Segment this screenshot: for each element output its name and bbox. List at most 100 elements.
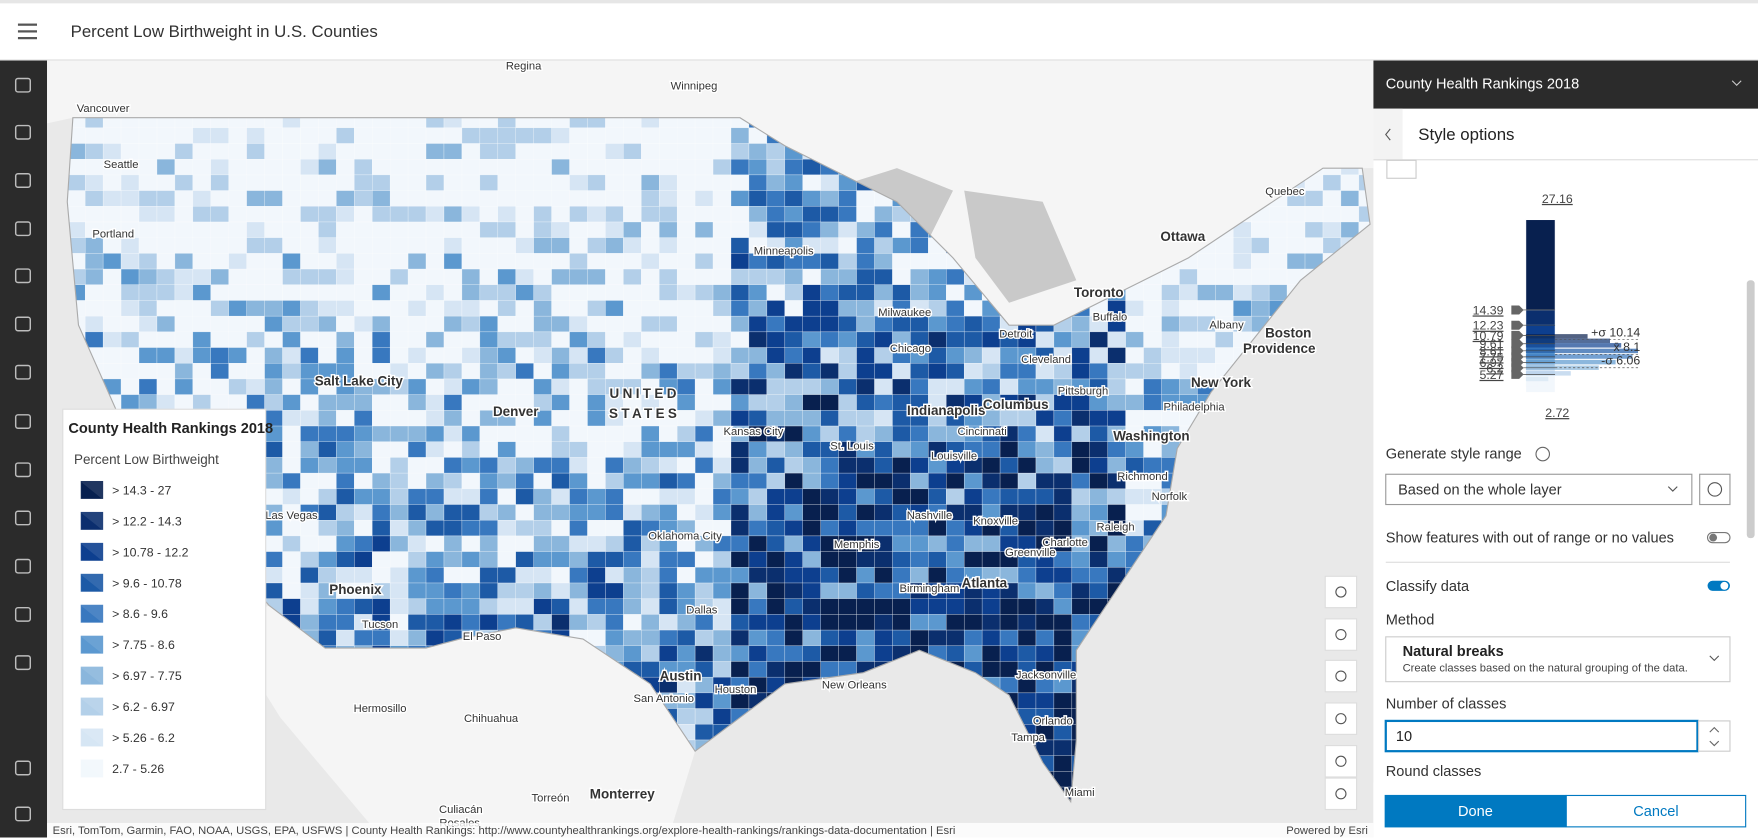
- sidebar-icon[interactable]: [14, 414, 32, 430]
- county: [246, 284, 265, 301]
- sidebar-icon[interactable]: [14, 173, 32, 188]
- back-button[interactable]: [1373, 108, 1403, 161]
- sidebar-icon[interactable]: [14, 462, 32, 478]
- county: [910, 567, 929, 584]
- county: [784, 206, 803, 223]
- county: [336, 143, 355, 160]
- county: [372, 190, 391, 207]
- cancel-button[interactable]: [1565, 794, 1747, 828]
- county: [748, 551, 768, 568]
- county: [443, 441, 463, 458]
- sidebar-icon[interactable]: [14, 316, 32, 332]
- county: [820, 629, 839, 647]
- break-handle[interactable]: [1511, 339, 1524, 349]
- method-select[interactable]: [1385, 636, 1731, 683]
- scrollbar[interactable]: [1746, 280, 1755, 539]
- county: [461, 582, 481, 599]
- county: [372, 567, 391, 584]
- county: [264, 190, 283, 207]
- county: [425, 551, 445, 568]
- flip-button[interactable]: [1386, 159, 1417, 179]
- county: [1071, 504, 1091, 521]
- county: [461, 504, 481, 521]
- county: [443, 174, 463, 191]
- county: [407, 253, 427, 270]
- sidebar-icon[interactable]: [14, 364, 32, 380]
- county: [479, 315, 499, 333]
- county: [730, 347, 750, 364]
- break-handle[interactable]: [1511, 305, 1524, 315]
- county: [1340, 206, 1360, 223]
- county: [228, 237, 247, 254]
- county: [569, 363, 588, 380]
- sidebar-icon[interactable]: [14, 268, 32, 284]
- menu-button[interactable]: [17, 23, 37, 40]
- county: [174, 158, 194, 176]
- break-handle[interactable]: [1511, 330, 1524, 340]
- county: [820, 268, 839, 286]
- county: [389, 315, 409, 333]
- county: [156, 190, 176, 207]
- classes-input[interactable]: [1384, 719, 1699, 753]
- county: [981, 472, 1001, 490]
- county: [838, 614, 857, 631]
- break-handle[interactable]: [1511, 320, 1524, 330]
- county: [156, 315, 176, 333]
- map-tool[interactable]: [1324, 575, 1358, 609]
- county: [999, 629, 1019, 647]
- city-label: Columbus: [983, 397, 1049, 412]
- stepper[interactable]: [1698, 720, 1731, 752]
- collapse-icon[interactable]: [1731, 80, 1742, 87]
- sidebar-icon[interactable]: [14, 124, 32, 140]
- county: [623, 551, 642, 568]
- county: [963, 629, 983, 647]
- county: [928, 347, 947, 364]
- map-tool[interactable]: [1324, 745, 1358, 778]
- sidebar-icon[interactable]: [14, 806, 32, 822]
- break-handle[interactable]: [1511, 369, 1524, 379]
- city-label: Houston: [715, 684, 757, 696]
- county: [981, 629, 1001, 647]
- county: [1053, 755, 1073, 772]
- county: [981, 378, 1001, 395]
- county: [820, 331, 839, 348]
- sidebar-icon[interactable]: [14, 606, 32, 622]
- county: [874, 363, 893, 380]
- sidebar-icon[interactable]: [14, 760, 32, 776]
- refresh-button[interactable]: [1699, 473, 1731, 506]
- county: [1107, 410, 1126, 427]
- county: [533, 300, 552, 317]
- sidebar-icon[interactable]: [14, 221, 32, 237]
- county: [892, 488, 911, 505]
- county: [1035, 629, 1055, 647]
- sidebar-icon[interactable]: [14, 77, 32, 93]
- county: [1089, 472, 1108, 490]
- county: [910, 598, 929, 615]
- range-select[interactable]: [1385, 473, 1693, 506]
- county: [1215, 331, 1234, 348]
- county: [533, 425, 552, 442]
- county: [928, 551, 947, 568]
- county: [300, 441, 319, 458]
- county: [318, 519, 337, 537]
- map-tool[interactable]: [1324, 702, 1358, 735]
- map-tool[interactable]: [1324, 618, 1358, 651]
- sidebar-icon[interactable]: [14, 558, 32, 574]
- county: [372, 174, 391, 191]
- county: [1197, 268, 1216, 286]
- county: [981, 363, 1001, 380]
- county: [659, 253, 678, 270]
- sidebar-icon[interactable]: [14, 510, 32, 526]
- county: [1107, 394, 1126, 411]
- county: [174, 237, 194, 254]
- county: [336, 472, 355, 490]
- map-tool[interactable]: [1324, 659, 1358, 693]
- panel-header[interactable]: [1373, 60, 1758, 109]
- county: [282, 158, 301, 176]
- county: [246, 127, 265, 144]
- done-button[interactable]: [1384, 794, 1567, 828]
- sidebar-icon[interactable]: [14, 655, 32, 671]
- info-icon[interactable]: [1535, 446, 1551, 462]
- county: [443, 504, 463, 521]
- map-tool[interactable]: [1324, 777, 1358, 811]
